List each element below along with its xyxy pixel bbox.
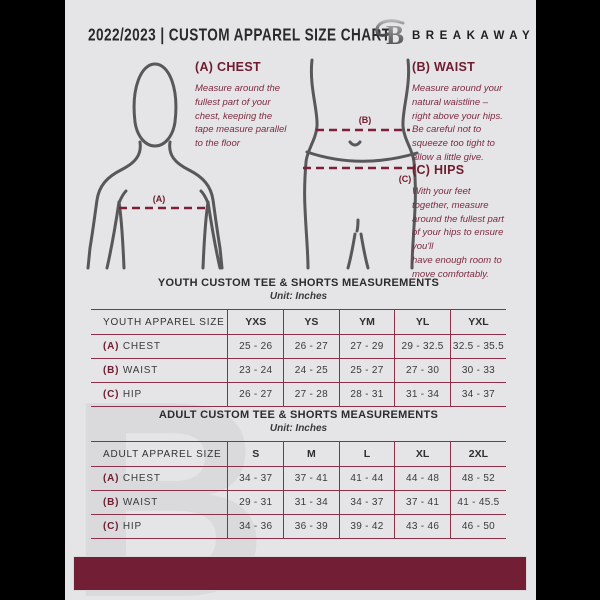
waist-hips-measurement-figure: (B) (C): [303, 58, 419, 270]
table-cell: 34 - 37: [338, 490, 395, 515]
measurement-row-label: (B) WAIST: [103, 365, 159, 376]
row-key: (B): [103, 365, 120, 376]
waist-heading: (B) WAIST: [412, 60, 476, 74]
table-cell: 44 - 48: [394, 466, 451, 491]
brand-name: BREAKAWAY: [412, 30, 536, 42]
hips-line-label: (C): [399, 174, 412, 184]
adult-size-table: ADULT APPAREL SIZE S M L XL 2XL (A) CHEST 34 -…: [91, 441, 506, 539]
table-cell: 37 - 41: [394, 490, 451, 515]
waist-instructions: (B) WAIST Measure around your natural wa…: [412, 60, 528, 165]
youth-size-table: YOUTH APPAREL SIZE YXS YS YM YL YXL (A) CHEST…: [91, 309, 506, 407]
size-column-header: YL: [394, 309, 451, 335]
table-row: (B) WAIST 23 - 24 24 - 25 25 - 27 27 - 30 30 …: [91, 358, 506, 383]
table-cell: 26 - 27: [283, 334, 340, 359]
size-column-header: YS: [283, 309, 340, 335]
table-cell: 23 - 24: [227, 358, 284, 383]
table-cell: 32.5 - 35.5: [449, 334, 506, 359]
chest-measurement-figure: (A): [86, 62, 224, 270]
table-cell: 29 - 31: [227, 490, 284, 515]
page-title: 2022/2023 | CUSTOM APPAREL SIZE CHART: [88, 25, 391, 45]
size-column-header: XL: [394, 441, 451, 467]
measurement-row-label: (B) WAIST: [103, 497, 159, 508]
size-label-header: ADULT APPAREL SIZE: [103, 448, 222, 460]
youth-table-title: YOUTH CUSTOM TEE & SHORTS MEASUREMENTS: [157, 277, 440, 289]
hips-instructions: (C) HIPS With your feet together, measur…: [412, 163, 528, 281]
table-row: (A) CHEST 34 - 37 37 - 41 41 - 44 44 - 48 48 …: [91, 466, 506, 491]
chest-instructions: (A) CHEST Measure around the fullest par…: [195, 60, 299, 151]
svg-text:B: B: [386, 20, 404, 48]
size-label-header: YOUTH APPAREL SIZE: [103, 316, 225, 328]
table-cell: 31 - 34: [283, 490, 340, 515]
size-column-header: M: [283, 441, 340, 467]
table-cell: 30 - 33: [449, 358, 506, 383]
table-cell: 43 - 46: [394, 514, 451, 539]
waist-body-text: Measure around your natural waistline – …: [412, 83, 503, 163]
hips-body-text: With your feet together, measure around …: [412, 186, 504, 280]
adult-table-title: ADULT CUSTOM TEE & SHORTS MEASUREMENTS: [158, 409, 439, 421]
measurement-row-label: (C) HIP: [103, 389, 142, 400]
adult-table-unit: Unit: Inches: [269, 423, 328, 434]
table-cell: 41 - 45.5: [449, 490, 506, 515]
table-cell: 34 - 36: [227, 514, 284, 539]
footer-accent-bar: [73, 556, 527, 591]
table-cell: 37 - 41: [283, 466, 340, 491]
measurement-row-label: (C) HIP: [103, 521, 142, 532]
table-cell: 27 - 28: [283, 382, 340, 407]
table-cell: 39 - 42: [338, 514, 395, 539]
table-cell: 36 - 39: [283, 514, 340, 539]
row-key: (A): [103, 473, 120, 484]
breakaway-b-logo-icon: B: [375, 19, 405, 48]
size-column-header: YXS: [227, 309, 284, 335]
chest-body-text: Measure around the fullest part of your …: [195, 83, 287, 150]
table-cell: 31 - 34: [394, 382, 451, 407]
chest-heading: (A) CHEST: [195, 60, 261, 74]
size-chart-page: B 2022/2023 | CUSTOM APPAREL SIZE CHART …: [65, 0, 536, 600]
hips-heading: (C) HIPS: [412, 163, 465, 177]
size-column-header: YM: [338, 309, 395, 335]
measurement-row-label: (A) CHEST: [103, 341, 161, 352]
table-cell: 29 - 32.5: [394, 334, 451, 359]
waist-line-label: (B): [359, 115, 372, 125]
size-column-header: YXL: [449, 309, 506, 335]
table-cell: 24 - 25: [283, 358, 340, 383]
adult-measurements-section: ADULT CUSTOM TEE & SHORTS MEASUREMENTS U…: [91, 409, 506, 539]
youth-measurements-section: YOUTH CUSTOM TEE & SHORTS MEASUREMENTS U…: [91, 277, 506, 407]
table-cell: 46 - 50: [449, 514, 506, 539]
table-cell: 28 - 31: [338, 382, 395, 407]
table-header-row: ADULT APPAREL SIZE S M L XL 2XL: [91, 441, 506, 467]
table-row: (B) WAIST 29 - 31 31 - 34 34 - 37 37 - 41 41 …: [91, 490, 506, 515]
table-cell: 41 - 44: [338, 466, 395, 491]
table-cell: 34 - 37: [227, 466, 284, 491]
table-cell: 25 - 27: [338, 358, 395, 383]
youth-table-unit: Unit: Inches: [269, 291, 328, 302]
row-key: (C): [103, 389, 120, 400]
table-cell: 34 - 37: [449, 382, 506, 407]
row-key: (B): [103, 497, 120, 508]
table-cell: 27 - 30: [394, 358, 451, 383]
chest-line-label: (A): [153, 194, 166, 204]
table-header-row: YOUTH APPAREL SIZE YXS YS YM YL YXL: [91, 309, 506, 335]
table-cell: 25 - 26: [227, 334, 284, 359]
row-key: (A): [103, 341, 120, 352]
row-key: (C): [103, 521, 120, 532]
size-column-header: 2XL: [449, 441, 506, 467]
size-column-header: S: [227, 441, 284, 467]
table-cell: 48 - 52: [449, 466, 506, 491]
table-cell: 27 - 29: [338, 334, 395, 359]
table-cell: 26 - 27: [227, 382, 284, 407]
measurement-row-label: (A) CHEST: [103, 473, 161, 484]
table-row: (C) HIP 26 - 27 27 - 28 28 - 31 31 - 34 34 - …: [91, 382, 506, 407]
table-row: (C) HIP 34 - 36 36 - 39 39 - 42 43 - 46 46 - …: [91, 514, 506, 539]
table-row: (A) CHEST 25 - 26 26 - 27 27 - 29 29 - 32.5 3…: [91, 334, 506, 359]
size-column-header: L: [338, 441, 395, 467]
